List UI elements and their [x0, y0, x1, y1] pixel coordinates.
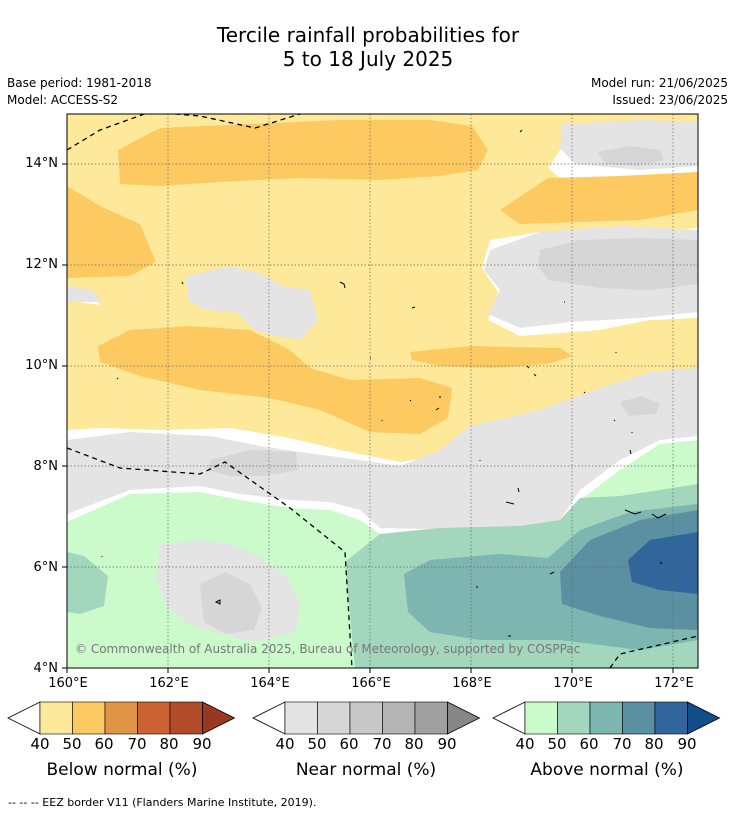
- colorbar-tick-label: 50: [547, 735, 567, 753]
- colorbar-tick-label: 50: [62, 735, 82, 753]
- colorbar-tick-label: 50: [307, 735, 327, 753]
- chart-title-line-2: 5 to 18 July 2025: [282, 47, 454, 71]
- colorbar-segment: [284, 701, 318, 735]
- map-grid: [67, 114, 698, 668]
- lat-tick-label: 10°N: [25, 358, 58, 373]
- near-normal-50-60-region: [200, 572, 262, 634]
- lon-tick-label: 168°E: [452, 676, 492, 691]
- below-normal-colorbar: [7, 701, 236, 735]
- colorbar-segment: [382, 701, 416, 735]
- colorbar-segment: [654, 701, 688, 735]
- below-normal-50-60-region: [500, 172, 698, 224]
- chart-title-line-1: Tercile rainfall probabilities for: [216, 23, 520, 47]
- lat-tick-label: 12°N: [25, 257, 58, 272]
- colorbar-tick-label: 60: [339, 735, 359, 753]
- below-normal-colorbar-title: Below normal (%): [46, 760, 198, 780]
- colorbar-segment: [414, 701, 448, 735]
- colorbar-tick-label: 40: [30, 735, 50, 753]
- near-normal-colorbar-title: Near normal (%): [295, 760, 437, 780]
- colorbar-tick-label: 70: [612, 735, 632, 753]
- below-normal-50-60-region: [67, 186, 156, 278]
- eez-border: [67, 114, 698, 668]
- model-label: Model: ACCESS-S2: [7, 93, 119, 107]
- above-normal-50-60-region: [67, 552, 108, 614]
- colorbar-tick-label: 90: [437, 735, 457, 753]
- colorbar-tick-label: 60: [579, 735, 599, 753]
- colorbar-max-extension: [687, 701, 721, 735]
- colorbar-tick-label: 80: [644, 735, 664, 753]
- lon-tick-label: 170°E: [553, 676, 593, 691]
- colorbar-segment: [137, 701, 171, 735]
- colorbar-max-extension: [447, 701, 481, 735]
- colorbar-tick-label: 40: [515, 735, 535, 753]
- colorbar-tick-label: 80: [159, 735, 179, 753]
- above-normal-80-90-region: [628, 532, 698, 594]
- colorbar-min-extension: [252, 701, 286, 735]
- colorbar-segment: [169, 701, 203, 735]
- near-normal-40-50-region: [67, 286, 102, 302]
- lon-tick-label: 166°E: [351, 676, 391, 691]
- above-normal-colorbar-title: Above normal (%): [530, 760, 684, 780]
- colorbar-tick-label: 70: [372, 735, 392, 753]
- map-frame: [66, 113, 699, 669]
- near-normal-40-50-region: [186, 266, 318, 340]
- issued-label: Issued: 23/06/2025: [612, 93, 728, 107]
- lat-tick-label: 4°N: [33, 661, 59, 676]
- probability-map: © Commonwealth of Australia 2025, Bureau…: [67, 114, 698, 668]
- copyright-notice: © Commonwealth of Australia 2025, Bureau…: [75, 642, 580, 656]
- model-run-label: Model run: 21/06/2025: [590, 76, 728, 90]
- near-normal-40-50-region: [67, 368, 698, 530]
- eez-footnote: -- -- -- EEZ border V11 (Flanders Marine…: [8, 796, 317, 809]
- lon-tick-label: 160°E: [48, 676, 88, 691]
- colorbar-tick-label: 90: [192, 735, 212, 753]
- base-period-label: Base period: 1981-2018: [7, 76, 152, 90]
- colorbar-segment: [557, 701, 591, 735]
- colorbar-min-extension: [7, 701, 41, 735]
- colorbar-segment: [524, 701, 558, 735]
- below-normal-50-60-region: [98, 326, 452, 434]
- near-normal-50-60-region: [538, 238, 698, 290]
- colorbar-segment: [39, 701, 73, 735]
- colorbar-tick-label: 70: [127, 735, 147, 753]
- above-normal-colorbar: [492, 701, 721, 735]
- colorbar-segment: [317, 701, 351, 735]
- colorbar-min-extension: [492, 701, 526, 735]
- island-markers: [101, 129, 667, 637]
- axis-tick-marks: [62, 163, 674, 673]
- lon-tick-label: 164°E: [250, 676, 290, 691]
- lat-tick-label: 14°N: [25, 156, 58, 171]
- lat-tick-label: 6°N: [33, 560, 59, 575]
- colorbar-segment: [589, 701, 623, 735]
- colorbar-segment: [622, 701, 656, 735]
- colorbar-segment: [72, 701, 106, 735]
- lon-tick-label: 162°E: [149, 676, 189, 691]
- near-normal-colorbar: [252, 701, 481, 735]
- colorbar-segment: [349, 701, 383, 735]
- below-normal-50-60-region: [410, 346, 572, 368]
- near-normal-50-60-region: [620, 396, 660, 416]
- colorbar-tick-label: 90: [677, 735, 697, 753]
- below-normal-50-60-region: [118, 120, 488, 186]
- near-normal-40-50-region: [560, 120, 698, 170]
- near-normal-50-60-region: [598, 146, 664, 166]
- near-normal-50-60-region: [208, 450, 298, 476]
- colorbar-tick-label: 60: [94, 735, 114, 753]
- lat-tick-label: 8°N: [33, 459, 59, 474]
- colorbar-max-extension: [202, 701, 236, 735]
- colorbar-tick-label: 80: [404, 735, 424, 753]
- colorbar-tick-label: 40: [275, 735, 295, 753]
- lon-tick-label: 172°E: [654, 676, 694, 691]
- colorbar-segment: [104, 701, 138, 735]
